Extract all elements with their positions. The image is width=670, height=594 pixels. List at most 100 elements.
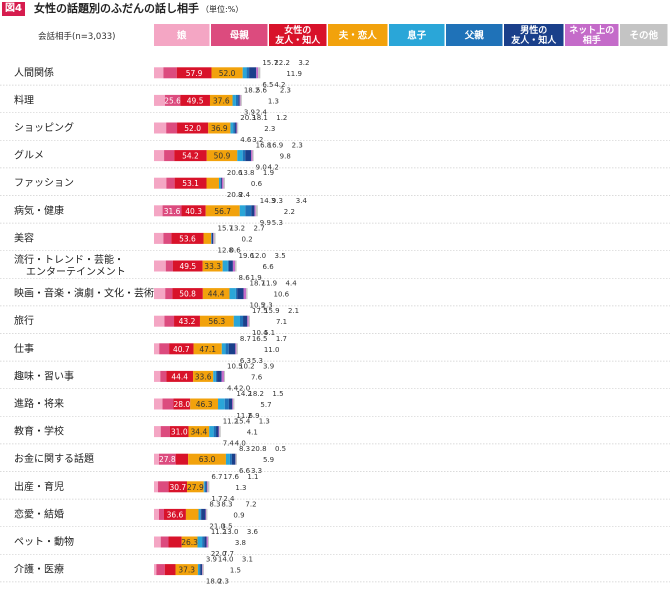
small-data-label: 3.8 <box>235 539 246 547</box>
bar-segment <box>204 536 207 548</box>
bar-segment <box>154 205 163 217</box>
bar-segment <box>232 94 236 106</box>
bar-segment <box>193 343 222 355</box>
category-label: 美容 <box>14 231 34 244</box>
bar-segment <box>158 508 164 520</box>
bar-segment <box>223 370 226 382</box>
bar-segment <box>219 426 221 438</box>
bar-segment <box>225 453 230 465</box>
bar-segment <box>251 150 253 162</box>
small-data-label: 18.2 <box>244 86 260 94</box>
bar-segment <box>154 67 164 79</box>
category-label: 趣味・習い事 <box>14 369 74 382</box>
bar-segment <box>255 205 258 217</box>
bar-segment <box>202 536 205 548</box>
data-label: 34.4 <box>191 428 208 437</box>
small-data-label: 1.9 <box>263 169 274 177</box>
bar-segment <box>229 453 232 465</box>
bar-segment <box>180 94 210 106</box>
bar-segment <box>164 564 176 576</box>
bar-segment <box>166 177 175 189</box>
data-label: 44.4 <box>171 372 188 381</box>
small-data-label: 5.3 <box>252 357 263 365</box>
bar-segment <box>166 122 178 134</box>
bar-segment <box>218 177 221 189</box>
category-label: 人間関係 <box>14 67 54 79</box>
small-data-label: 10.6 <box>274 291 290 299</box>
small-data-label: 1.1 <box>247 473 258 481</box>
bar-segment <box>237 150 243 162</box>
small-data-label: 2.3 <box>280 86 291 94</box>
bar-segment <box>248 315 250 327</box>
category-label: 恋愛・結婚 <box>14 507 64 520</box>
bar-segment <box>154 426 161 438</box>
data-label: 50.8 <box>179 290 196 299</box>
legend-label: 母親 <box>230 30 250 42</box>
bar-segment <box>203 232 212 244</box>
small-data-label: 4.4 <box>227 384 239 392</box>
small-data-label: 15.7 <box>218 224 234 232</box>
bar-segment <box>251 205 255 217</box>
bar-segment <box>160 370 167 382</box>
small-data-label: 0.9 <box>233 511 244 519</box>
small-data-label: 11.2 <box>236 412 252 420</box>
bar-segment <box>202 260 223 272</box>
bar-segment <box>172 260 203 272</box>
small-data-label: 2.4 <box>256 108 268 116</box>
small-data-label: 15.7 <box>262 59 278 67</box>
legend-swatch <box>504 24 564 46</box>
bar-segment <box>166 370 194 382</box>
small-data-label: 21.0 <box>209 522 225 530</box>
small-data-label: 0.6 <box>251 180 263 188</box>
small-data-label: 6.5 <box>262 81 273 89</box>
bar-segment <box>163 67 177 79</box>
bar-segment <box>249 67 257 79</box>
bar-segment <box>223 177 225 189</box>
small-data-label: 12.0 <box>251 252 267 260</box>
small-data-label: 13.8 <box>239 169 255 177</box>
bar-segment <box>201 508 206 520</box>
small-data-label: 2.3 <box>262 302 273 310</box>
legend-label: 娘 <box>177 30 187 42</box>
bar-segment <box>236 343 238 355</box>
bar-segment <box>173 398 191 410</box>
bar-segment <box>240 94 242 106</box>
small-data-label: 13.0 <box>223 528 239 536</box>
small-data-label: 16.8 <box>256 142 272 150</box>
bar-segment <box>165 288 173 300</box>
bar-segment <box>200 564 203 576</box>
data-label: 40.3 <box>185 207 202 216</box>
small-data-label: 1.3 <box>259 418 270 426</box>
small-data-label: 3.2 <box>252 136 263 144</box>
chart-title-text: 女性の話題別のふだんの話し相手 <box>34 2 199 15</box>
bar-segment <box>235 343 237 355</box>
bar-segment <box>172 288 203 300</box>
legend-swatch <box>154 24 210 46</box>
data-label: 40.7 <box>173 345 190 354</box>
category-label: 進路・将来 <box>14 397 64 410</box>
legend-label: 夫・恋人 <box>338 30 378 42</box>
data-label: 37.6 <box>213 96 230 105</box>
bar-segment <box>162 205 182 217</box>
data-label: 53.1 <box>182 179 199 188</box>
data-label: 57.9 <box>186 69 203 78</box>
small-data-label: 6.9 <box>248 412 259 420</box>
bar-segment <box>236 122 238 134</box>
small-data-label: 15.9 <box>264 307 280 315</box>
bar-segment <box>163 232 172 244</box>
data-label: 37.3 <box>178 566 195 575</box>
legend-label: 女性の <box>284 24 311 36</box>
bar-segment <box>211 67 243 79</box>
data-label: 56.7 <box>214 207 231 216</box>
small-data-label: 3.9 <box>206 556 217 564</box>
small-data-label: 12.8 <box>218 246 234 254</box>
small-data-label: 1.5 <box>272 390 283 398</box>
legend-swatch <box>269 24 327 46</box>
small-data-label: 14.0 <box>218 556 234 564</box>
small-data-label: 8.6 <box>239 274 251 282</box>
bar-segment <box>209 94 233 106</box>
category-label: 介護・医療 <box>14 563 64 576</box>
bar-segment <box>254 205 256 217</box>
data-label: 63.0 <box>199 455 216 464</box>
